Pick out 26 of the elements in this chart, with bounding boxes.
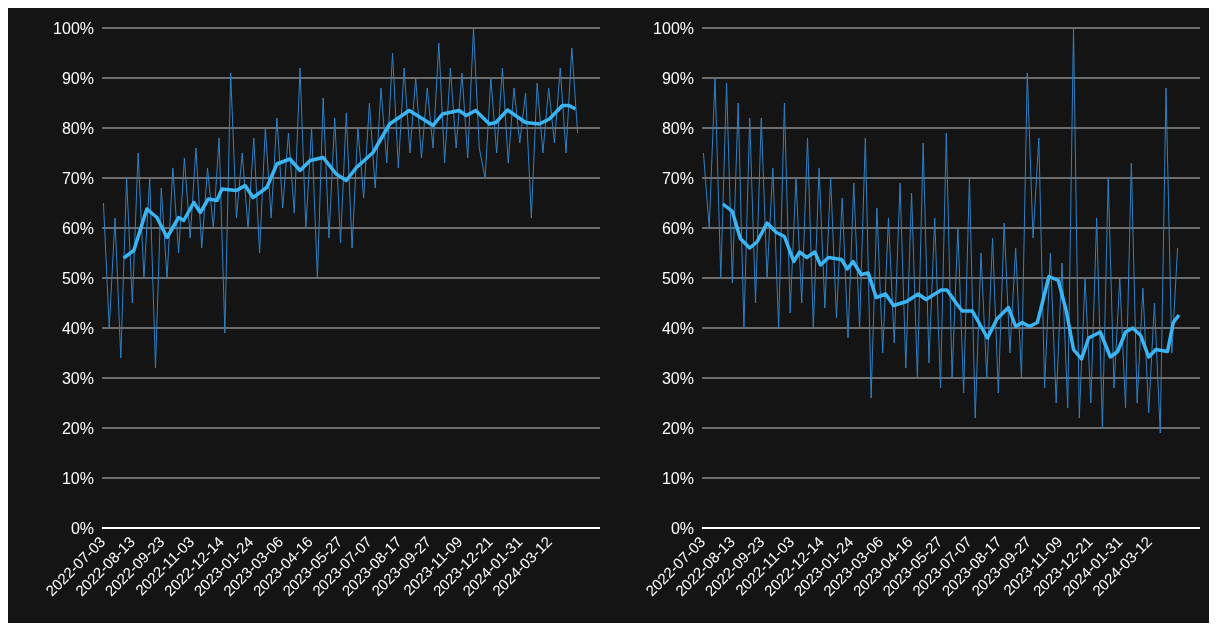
y-tick-label: 0%: [670, 519, 694, 537]
y-tick-label: 60%: [661, 219, 694, 237]
y-tick-label: 70%: [661, 169, 694, 187]
y-tick-label: 50%: [661, 269, 694, 287]
y-tick-label: 100%: [53, 19, 94, 37]
y-tick-label: 0%: [70, 519, 94, 537]
line-series: [702, 28, 1179, 434]
line-series: [121, 103, 578, 260]
y-tick-label: 70%: [61, 169, 94, 187]
y-tick-label: 60%: [61, 219, 94, 237]
y-tick-label: 10%: [61, 469, 94, 487]
y-tick-label: 80%: [61, 119, 94, 137]
y-tick-label: 40%: [661, 319, 694, 337]
y-tick-label: 80%: [661, 119, 694, 137]
y-tick-label: 40%: [61, 319, 94, 337]
y-tick-label: 30%: [61, 369, 94, 387]
y-tick-label: 30%: [661, 369, 694, 387]
y-tick-label: 10%: [661, 469, 694, 487]
line-series: [721, 202, 1181, 361]
y-tick-label: 20%: [661, 419, 694, 437]
y-tick-label: 90%: [61, 69, 94, 87]
y-tick-label: 100%: [653, 19, 694, 37]
y-tick-label: 20%: [61, 419, 94, 437]
y-tick-label: 50%: [61, 269, 94, 287]
line-series: [102, 28, 579, 369]
y-tick-label: 90%: [661, 69, 694, 87]
